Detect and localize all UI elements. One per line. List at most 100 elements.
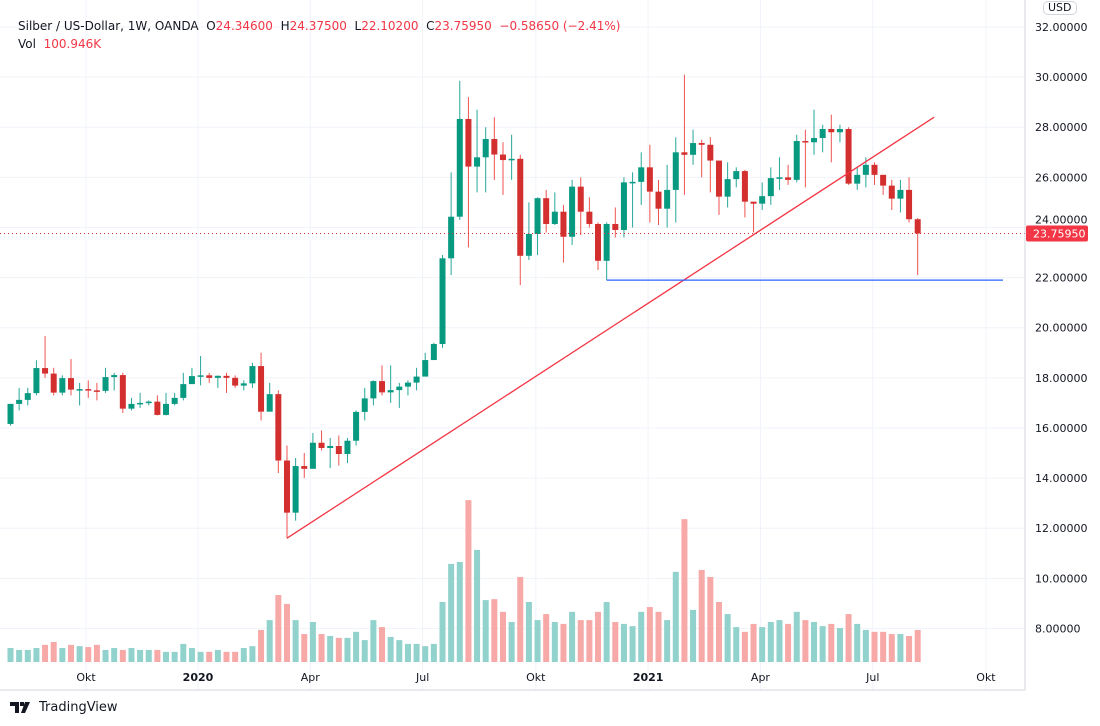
candle-body: [862, 164, 869, 175]
volume-bar: [741, 631, 748, 662]
volume-bar: [353, 631, 360, 662]
ohlc-row: Silber / US-Dollar, 1W, OANDA O24.34600 …: [18, 17, 620, 35]
price-tick-label: 32.00000: [1035, 21, 1088, 34]
volume-bar: [517, 576, 524, 662]
volume-bar: [206, 651, 213, 662]
price-axis[interactable]: 8.00000 10.00000 12.00000 14.00000 16.00000 1…: [1024, 0, 1088, 690]
time-axis[interactable]: Okt 2020 Apr Jul Okt 2021 Apr Jul Okt: [0, 671, 1025, 691]
candle-body: [223, 375, 230, 378]
open-label: O: [206, 19, 216, 33]
candle-body: [525, 233, 532, 256]
time-tick-label: Apr: [751, 671, 771, 684]
candle-body: [266, 394, 273, 412]
volume-bar: [50, 642, 57, 662]
low-label: L: [354, 19, 362, 33]
time-tick-label: Okt: [526, 671, 546, 684]
volume-bar: [258, 629, 265, 662]
candle-body: [327, 446, 334, 449]
volume-bar: [214, 649, 221, 662]
volume-bar: [361, 640, 368, 662]
volume-bar: [620, 623, 627, 662]
close-label: C: [426, 19, 435, 33]
candle-body: [629, 181, 636, 184]
volume-bar: [767, 622, 774, 662]
candle-body: [50, 373, 57, 393]
candle-body: [482, 139, 489, 158]
volume-bar: [595, 611, 602, 662]
candle-body: [448, 216, 455, 259]
volume-bar: [344, 637, 351, 662]
volume-bar: [67, 644, 74, 662]
candle-body: [292, 466, 299, 513]
volume-bar: [629, 626, 636, 662]
volume-bar: [672, 571, 679, 662]
candle-body: [102, 377, 109, 391]
currency-badge[interactable]: USD: [1043, 1, 1077, 15]
candle-body: [517, 158, 524, 256]
volume-bar: [638, 611, 645, 662]
candle-body: [672, 152, 679, 190]
candle-body: [880, 174, 887, 186]
candle-body: [733, 171, 740, 180]
volume-bar: [897, 634, 904, 662]
tradingview-logo[interactable]: TradingView: [10, 700, 118, 715]
time-tick-label: Apr: [301, 671, 321, 684]
volume-bar: [854, 623, 861, 662]
volume-bar: [776, 620, 783, 662]
candle-body: [707, 144, 714, 161]
volume-bar: [534, 620, 541, 662]
candle-body: [577, 186, 584, 212]
symbol-title[interactable]: Silber / US-Dollar, 1W, OANDA: [18, 19, 199, 33]
volume-bar: [396, 640, 403, 662]
candle-body: [871, 164, 878, 175]
volume-bar: [836, 628, 843, 662]
time-tick-label: Okt: [76, 671, 96, 684]
volume-bar: [154, 649, 161, 662]
price-tick-label: 24.00000: [1035, 214, 1088, 227]
candle-body: [439, 258, 446, 345]
volume-bar: [551, 622, 558, 662]
trendline[interactable]: [286, 116, 935, 539]
volume-bars: [7, 500, 921, 662]
candle-body: [232, 377, 239, 386]
candle-body: [93, 390, 100, 392]
price-tick-label: 26.00000: [1035, 171, 1088, 184]
volume-bar: [707, 576, 714, 662]
candle-body: [188, 376, 195, 385]
volume-bar: [811, 622, 818, 662]
candle-body: [802, 141, 809, 143]
drawings[interactable]: [0, 116, 1025, 539]
candle-body: [128, 403, 135, 409]
candle-body: [301, 466, 308, 469]
volume-label[interactable]: Vol: [18, 37, 36, 51]
volume-bar: [7, 648, 14, 662]
volume-bar: [119, 649, 126, 662]
volume-bar: [733, 627, 740, 662]
volume-bar: [793, 611, 800, 662]
volume-bar: [309, 622, 316, 662]
price-tick-label: 30.00000: [1035, 71, 1088, 84]
volume-bar: [664, 620, 671, 662]
volume-bar: [880, 631, 887, 662]
candle-body: [249, 366, 256, 384]
volume-value: 100.946K: [43, 37, 102, 51]
volume-bar: [283, 603, 290, 662]
volume-bar: [387, 636, 394, 662]
volume-bar: [906, 635, 913, 662]
volume-bar: [145, 649, 152, 662]
volume-bar: [508, 622, 515, 662]
candle-body: [811, 138, 818, 143]
candle-body: [379, 381, 386, 393]
volume-bar: [456, 562, 463, 662]
candle-body: [387, 390, 394, 393]
tradingview-icon: [10, 701, 30, 713]
candle-body: [344, 440, 351, 455]
volume-bar: [379, 627, 386, 662]
price-tick-label: 22.00000: [1035, 272, 1088, 285]
candle-body: [361, 398, 368, 412]
candle-body: [283, 460, 290, 513]
candle-body: [171, 397, 178, 404]
candle-body: [603, 223, 610, 261]
low-value: 22.10200: [361, 19, 419, 33]
